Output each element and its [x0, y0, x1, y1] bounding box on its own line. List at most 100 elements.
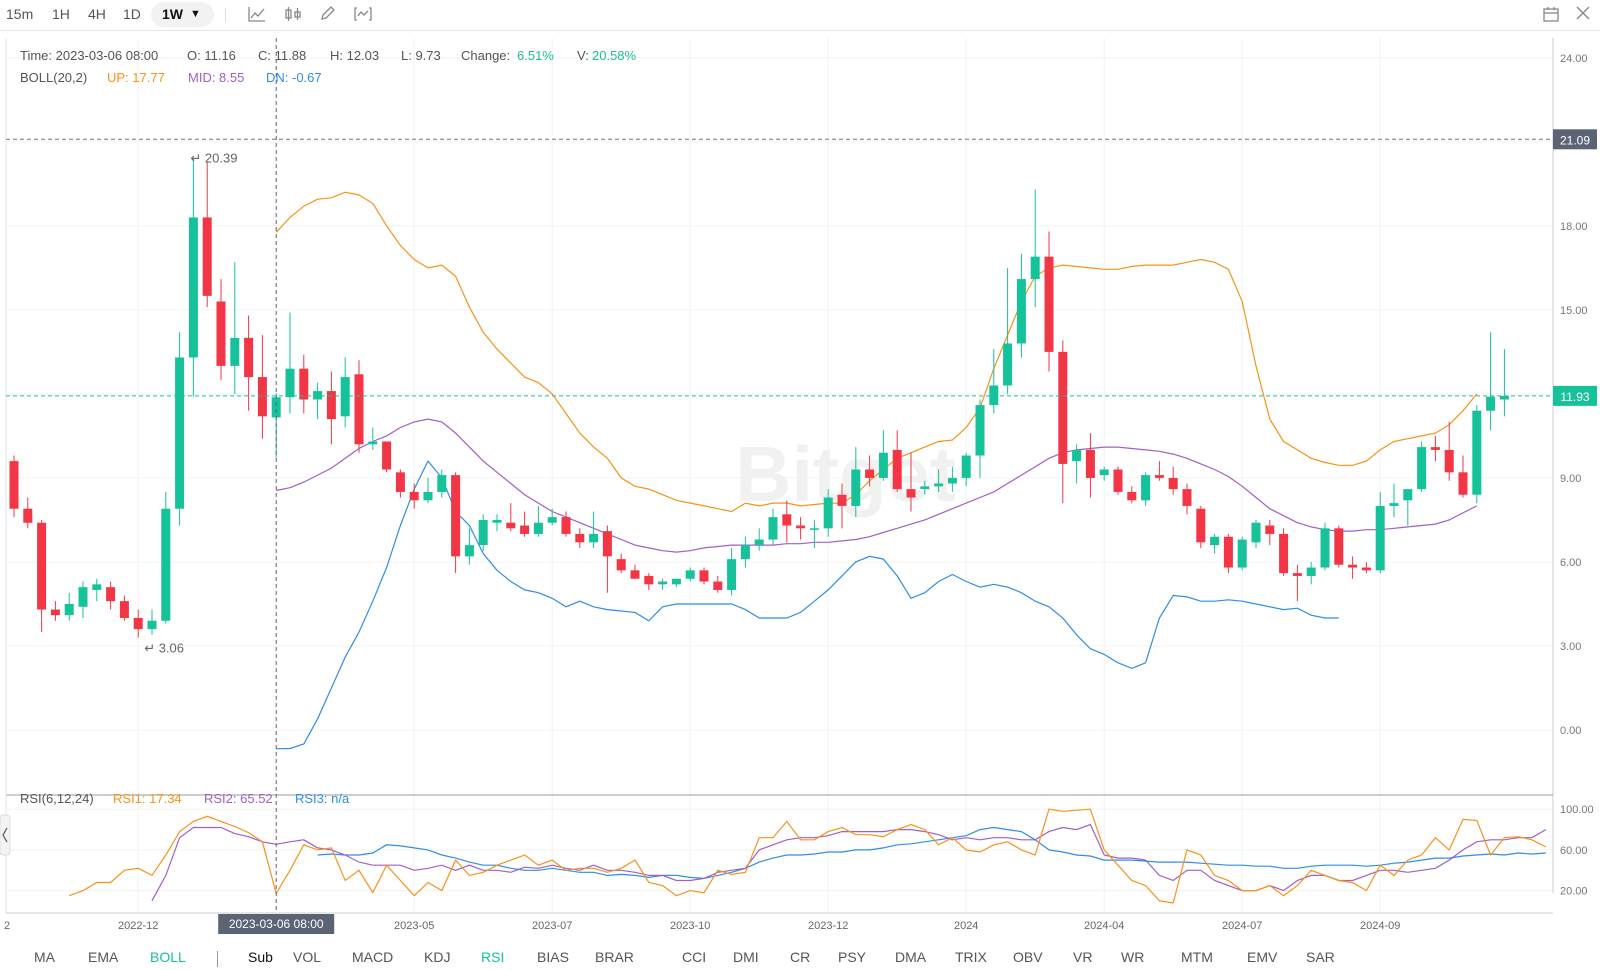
candle-body: [671, 578, 681, 585]
candle-body: [1348, 564, 1358, 568]
timeframe-1d[interactable]: 1D: [123, 6, 141, 22]
indicator-kdj[interactable]: KDJ: [424, 949, 451, 965]
candle-body: [920, 486, 930, 490]
timeframe-1w-label: 1W: [162, 6, 183, 22]
candle-body: [492, 519, 502, 523]
candle-body: [1044, 256, 1054, 352]
time-tick-label: 2024: [954, 920, 978, 932]
calendar-icon[interactable]: [1543, 6, 1559, 26]
close-icon[interactable]: [1576, 6, 1590, 24]
candle: [561, 511, 571, 537]
candle-body: [740, 545, 750, 560]
time-axis: 2 2022-12 2023-05 2023-07 2023-10 2023-12 2024…: [4, 920, 1400, 932]
timeframe-1w-dropdown[interactable]: 1W ▼: [151, 2, 214, 27]
candle-body: [906, 489, 916, 498]
indicator-dma[interactable]: DMA: [895, 949, 927, 965]
indicator-dmi[interactable]: DMI: [733, 949, 759, 965]
candle: [1361, 561, 1371, 574]
candle-body: [878, 452, 888, 478]
candle-body: [520, 525, 530, 534]
indicator-cr[interactable]: CR: [790, 949, 811, 965]
candle-body: [230, 337, 240, 366]
high-price-tag: 21.09: [1560, 133, 1590, 147]
candle-body: [395, 472, 405, 492]
price-chart[interactable]: Bitget 24.0021.0018.0015.0012.009.006.00…: [0, 31, 1600, 945]
ohlc-volume-value: 20.58%: [592, 48, 637, 63]
indicator-wr[interactable]: WR: [1121, 949, 1145, 965]
candle-body: [37, 522, 47, 610]
price-tick-label: 9.00: [1560, 473, 1581, 485]
pencil-icon[interactable]: [319, 6, 337, 26]
candle-body: [1072, 449, 1082, 462]
candle-body: [1375, 505, 1385, 571]
indicator-macd[interactable]: MACD: [352, 949, 394, 965]
candle-body: [1058, 351, 1068, 464]
indicator-bias[interactable]: BIAS: [537, 949, 569, 965]
indicator-rsi[interactable]: RSI: [481, 949, 505, 965]
price-tick-label: 15.00: [1560, 305, 1588, 317]
chevron-left-icon: [2, 827, 8, 843]
max-price-label: ↵ 20.39: [190, 151, 237, 166]
candle: [837, 483, 847, 529]
indicator-mtm[interactable]: MTM: [1181, 949, 1213, 965]
candle-body: [23, 508, 33, 523]
candle: [602, 525, 612, 593]
timeframe-15m[interactable]: 15m: [6, 6, 34, 22]
candle: [1472, 405, 1482, 504]
ohlc-change-value: 6.51%: [517, 48, 554, 63]
candle: [9, 455, 19, 518]
crosshair: 2023-03-06 08:00: [218, 38, 335, 934]
candlestick-icon[interactable]: [284, 6, 302, 26]
candle-body: [1099, 469, 1109, 476]
candle-body: [1279, 533, 1289, 574]
candle: [1099, 466, 1109, 481]
ohlc-legend: Time: 2023-03-06 08:00 O: 11.16 C: 11.88…: [20, 48, 637, 806]
candle: [727, 547, 737, 596]
candle-body: [299, 368, 309, 400]
candle-body: [961, 455, 971, 478]
indicator-vr[interactable]: VR: [1073, 949, 1093, 965]
candle-body: [823, 497, 833, 529]
candle: [920, 480, 930, 495]
candle-body: [175, 357, 185, 509]
candle: [340, 357, 350, 428]
candle-body: [782, 514, 792, 526]
candle-body: [934, 483, 944, 487]
candle-body: [809, 528, 819, 530]
candle: [1403, 489, 1413, 526]
ohlc-low: L: 9.73: [401, 48, 441, 63]
indicator-ema[interactable]: EMA: [88, 949, 119, 965]
candle-body: [437, 475, 447, 492]
indicator-ma[interactable]: MA: [34, 949, 55, 965]
candle: [326, 371, 336, 445]
indicator-emv[interactable]: EMV: [1247, 949, 1278, 965]
collapse-handle-bg: [0, 814, 11, 856]
candle-body: [644, 575, 654, 585]
candle: [575, 528, 585, 548]
candle-body: [506, 522, 516, 529]
candle-body: [133, 617, 143, 630]
indicator-trix[interactable]: TRIX: [955, 949, 987, 965]
indicator-icon[interactable]: [354, 6, 372, 26]
indicator-brar[interactable]: BRAR: [595, 949, 634, 965]
indicator-sar[interactable]: SAR: [1306, 949, 1335, 965]
time-tick-label: 2023-07: [532, 920, 572, 932]
boll-name: BOLL(20,2): [20, 70, 87, 85]
indicator-vol[interactable]: VOL: [293, 949, 322, 965]
line-chart-icon[interactable]: [248, 6, 266, 26]
timeframe-4h[interactable]: 4H: [88, 6, 106, 22]
candle: [865, 455, 875, 487]
candle-body: [326, 391, 336, 420]
indicator-boll[interactable]: BOLL: [150, 949, 186, 965]
time-tick-label: 2: [4, 920, 10, 932]
indicator-cci[interactable]: CCI: [682, 949, 707, 965]
indicator-psy[interactable]: PSY: [838, 949, 867, 965]
indicator-obv[interactable]: OBV: [1013, 949, 1043, 965]
candle: [1196, 505, 1206, 548]
candle-body: [1458, 472, 1468, 495]
candle-body: [575, 533, 585, 543]
collapse-handle[interactable]: [0, 814, 11, 856]
rsi2-line: [151, 823, 1547, 902]
timeframe-1h[interactable]: 1H: [52, 6, 70, 22]
candle: [520, 511, 530, 537]
